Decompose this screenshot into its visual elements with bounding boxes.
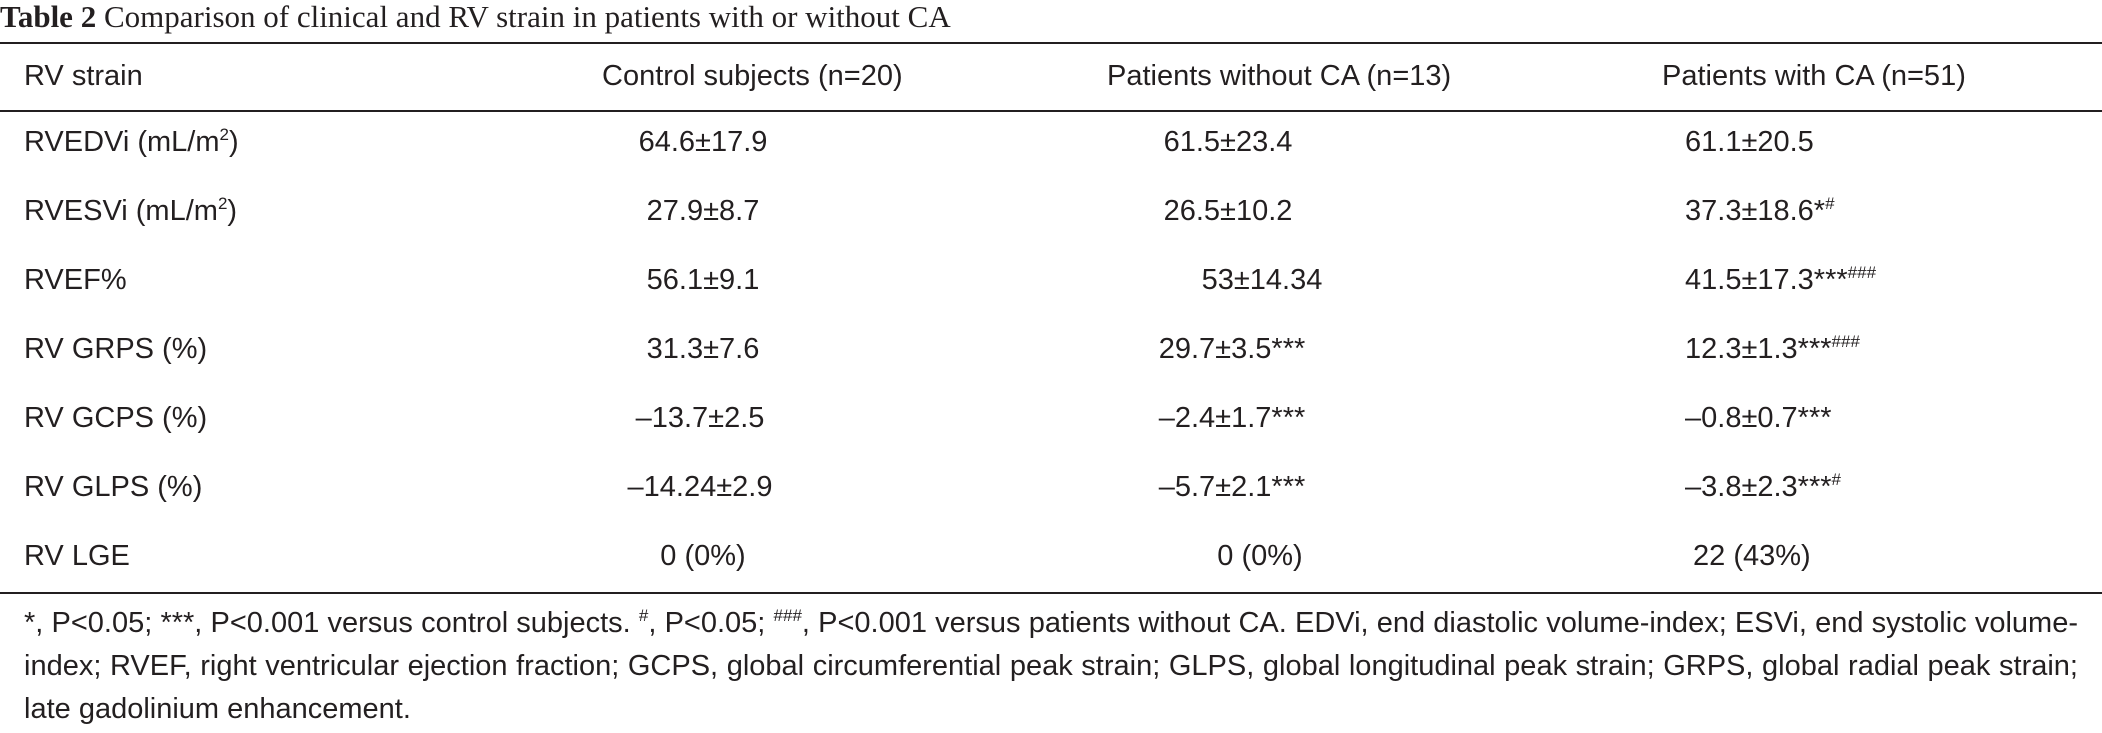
header-rv-strain: RV strain bbox=[24, 60, 143, 92]
cell-without-ca: 29.7±3.5*** bbox=[1158, 333, 1306, 365]
header-patients-without-ca: Patients without CA (n=13) bbox=[1107, 60, 1452, 92]
cell-control: 31.3±7.6 bbox=[646, 333, 760, 365]
cell-without-ca: 53±14.34 bbox=[1201, 264, 1323, 296]
table-label: Table 2 bbox=[0, 0, 97, 34]
cell-with-ca: 37.3±18.6*# bbox=[1685, 194, 1835, 227]
table-title: Comparison of clinical and RV strain in … bbox=[103, 0, 951, 34]
row-label: RV LGE bbox=[24, 540, 130, 572]
table-row: RVESVi (mL/m2) 27.9±8.7 26.5±10.2 37.3±18.6… bbox=[0, 181, 2102, 250]
header-rule bbox=[0, 110, 2102, 112]
top-rule bbox=[0, 42, 2102, 44]
cell-without-ca: –2.4±1.7*** bbox=[1158, 402, 1306, 434]
cell-control: 0 (0%) bbox=[660, 540, 746, 572]
row-label: RV GCPS (%) bbox=[24, 402, 208, 434]
table-row: RV GRPS (%) 31.3±7.6 29.7±3.5*** 12.3±1.3**… bbox=[0, 319, 2102, 388]
cell-control: –13.7±2.5 bbox=[635, 402, 765, 434]
cell-without-ca: 61.5±23.4 bbox=[1163, 126, 1293, 158]
footnote-part2: , P<0.05; bbox=[648, 607, 774, 639]
table-row: RV GCPS (%) –13.7±2.5 –2.4±1.7*** –0.8±0.7*… bbox=[0, 388, 2102, 457]
cell-with-ca: –3.8±2.3***# bbox=[1685, 470, 1841, 503]
row-label: RV GLPS (%) bbox=[24, 471, 203, 503]
cell-without-ca: 0 (0%) bbox=[1217, 540, 1303, 572]
cell-with-ca: –0.8±0.7*** bbox=[1685, 402, 1832, 434]
footnote-sup2: ### bbox=[773, 606, 802, 625]
cell-with-ca: 22 (43%) bbox=[1693, 540, 1811, 572]
table-header-row: RV strain Control subjects (n=20) Patien… bbox=[0, 44, 2102, 110]
table-row: RVEF% 56.1±9.1 53±14.34 41.5±17.3***### bbox=[0, 250, 2102, 319]
row-label: RVEDVi (mL/m2) bbox=[24, 125, 239, 158]
header-control-subjects: Control subjects (n=20) bbox=[602, 60, 903, 92]
table-row: RVEDVi (mL/m2) 64.6±17.9 61.5±23.4 61.1±20.… bbox=[0, 112, 2102, 181]
row-label: RV GRPS (%) bbox=[24, 333, 208, 365]
cell-control: –14.24±2.9 bbox=[627, 471, 773, 503]
cell-control: 56.1±9.1 bbox=[646, 264, 760, 296]
cell-without-ca: 26.5±10.2 bbox=[1163, 195, 1293, 227]
cell-with-ca: 12.3±1.3***### bbox=[1685, 332, 1860, 365]
table-caption: Table 2 Comparison of clinical and RV st… bbox=[0, 0, 951, 34]
row-label: RVEF% bbox=[24, 264, 127, 296]
cell-without-ca: –5.7±2.1*** bbox=[1158, 471, 1306, 503]
cell-control: 27.9±8.7 bbox=[646, 195, 760, 227]
row-label: RVESVi (mL/m2) bbox=[24, 194, 238, 227]
cell-with-ca: 61.1±20.5 bbox=[1685, 126, 1814, 158]
header-patients-with-ca: Patients with CA (n=51) bbox=[1662, 60, 1966, 92]
table-footnote: *, P<0.05; ***, P<0.001 versus control s… bbox=[24, 602, 2078, 731]
bottom-rule bbox=[0, 592, 2102, 594]
footnote-part1: *, P<0.05; ***, P<0.001 versus control s… bbox=[24, 607, 639, 639]
footnote-part3: , P<0.001 versus patients without CA. ED… bbox=[24, 607, 2078, 725]
table-body: RVEDVi (mL/m2) 64.6±17.9 61.5±23.4 61.1±20.… bbox=[0, 112, 2102, 592]
cell-control: 64.6±17.9 bbox=[638, 126, 768, 158]
cell-with-ca: 41.5±17.3***### bbox=[1685, 263, 1877, 296]
table-row: RV GLPS (%) –14.24±2.9 –5.7±2.1*** –3.8±2.3… bbox=[0, 457, 2102, 526]
footnote-sup1: # bbox=[638, 606, 649, 625]
table-row: RV LGE 0 (0%) 0 (0%) 22 (43%) bbox=[0, 526, 2102, 595]
